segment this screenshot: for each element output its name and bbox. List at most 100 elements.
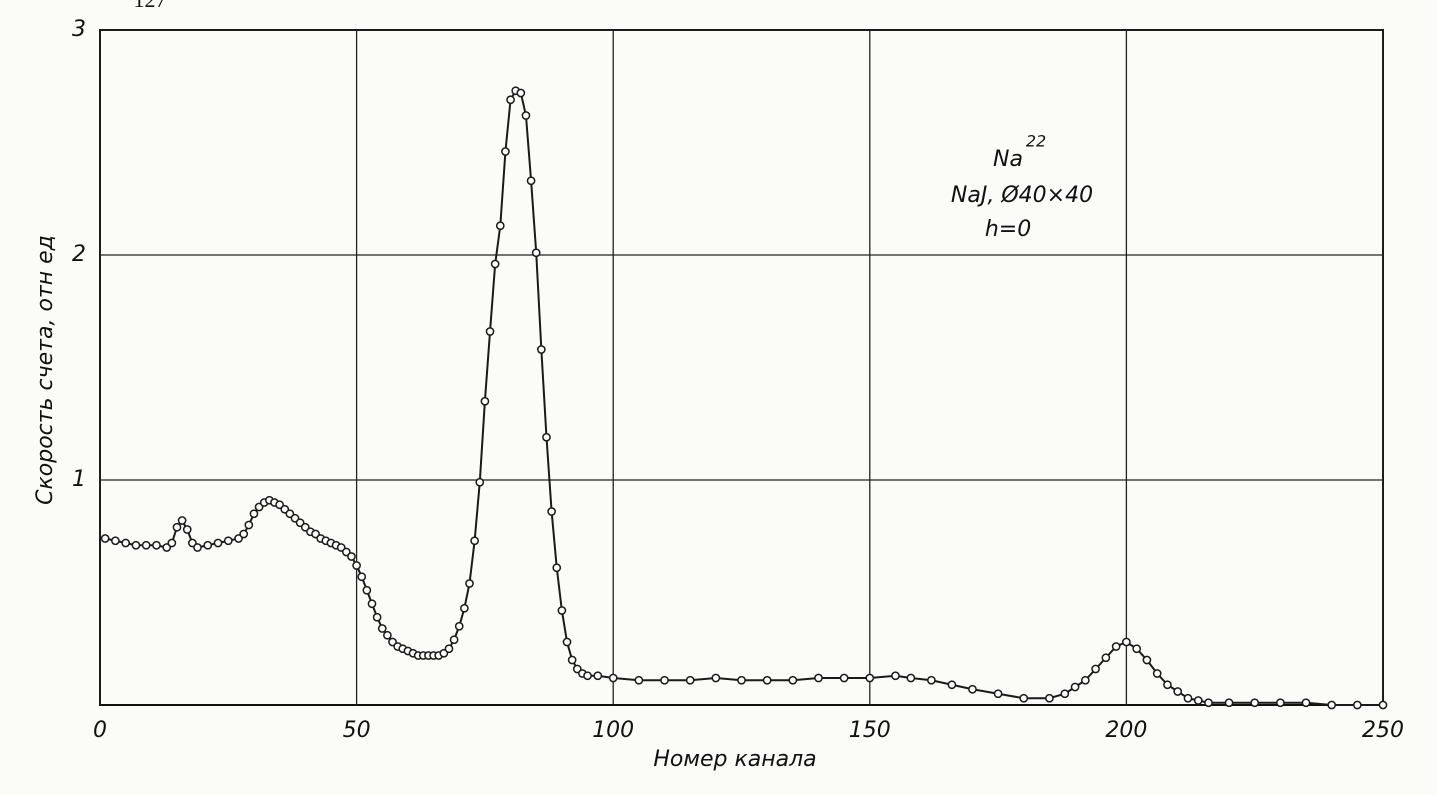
x-axis-label: Номер канала [653, 747, 816, 772]
data-point [111, 536, 120, 546]
x-tick-label: 200 [1105, 718, 1147, 743]
annotation: h=0 [985, 217, 1031, 242]
data-point [121, 538, 131, 548]
data-point [1152, 669, 1162, 678]
data-point [357, 572, 367, 582]
data-point [1070, 682, 1080, 692]
data-point [1204, 698, 1213, 708]
data-point [1378, 700, 1388, 710]
x-tick-label: 50 [343, 718, 371, 743]
y-tick-label: 3 [72, 17, 86, 42]
data-point [562, 637, 572, 647]
data-point [1193, 696, 1203, 705]
annotation: Na [993, 147, 1023, 172]
data-point [182, 525, 192, 534]
data-point [547, 507, 556, 516]
data-point [537, 345, 546, 354]
data-point [1045, 693, 1054, 703]
data-point [1142, 655, 1152, 665]
y-axis-label: Скорость счета, отн ед [33, 235, 58, 505]
data-point [203, 540, 213, 550]
data-point [1276, 698, 1285, 708]
data-point [213, 538, 223, 548]
data-point [542, 432, 551, 442]
data-point [460, 603, 469, 613]
data-point [567, 655, 577, 665]
data-point [634, 675, 644, 685]
data-point [383, 630, 392, 640]
data-point [490, 259, 500, 269]
data-point [865, 673, 875, 683]
data-point [839, 673, 849, 683]
data-point [454, 621, 464, 631]
data-point [788, 675, 798, 685]
data-point [372, 612, 382, 622]
x-tick-label: 250 [1362, 718, 1404, 743]
data-point [480, 396, 490, 406]
data-point [177, 516, 187, 525]
y-tick-label: 2 [72, 242, 86, 267]
x-tick-label: 100 [592, 718, 634, 743]
data-point [1224, 698, 1234, 708]
data-point [193, 543, 202, 552]
data-point [485, 327, 495, 336]
annotation: NaJ, Ø40×40 [951, 183, 1093, 208]
data-point [444, 644, 454, 654]
data-point [593, 671, 603, 681]
y-tick-label: 1 [72, 467, 86, 492]
data-point [711, 673, 721, 683]
data-point [249, 509, 259, 519]
data-point [1019, 693, 1029, 703]
data-point [557, 606, 567, 615]
data-point [1101, 653, 1111, 663]
data-point [968, 684, 977, 694]
data-line [104, 89, 1383, 706]
data-point [1352, 700, 1362, 710]
data-point [1250, 698, 1260, 708]
data-point [239, 529, 249, 539]
data-point [1122, 637, 1131, 647]
data-point [367, 599, 377, 609]
annotation-superscript: 22 [1026, 132, 1046, 151]
data-point [449, 635, 459, 645]
data-point [475, 477, 485, 487]
data-point [131, 540, 141, 550]
data-point [891, 671, 900, 681]
data-point [531, 248, 541, 258]
data-point [1163, 680, 1172, 690]
data-point [223, 536, 233, 546]
data-point [516, 88, 526, 98]
data-point [1111, 642, 1121, 651]
data-point [947, 680, 957, 690]
data-point [685, 675, 695, 685]
x-tick-label: 0 [93, 718, 107, 743]
data-point [352, 561, 361, 570]
data-point [1183, 693, 1193, 703]
data-point [737, 675, 746, 685]
data-point [377, 624, 387, 633]
data-point [1301, 698, 1311, 708]
data-point [1060, 689, 1070, 699]
data-point [347, 552, 356, 561]
data-point [552, 563, 562, 573]
data-point [927, 675, 936, 685]
data-point [526, 176, 536, 186]
data-point [495, 221, 505, 231]
data-point [814, 673, 823, 683]
data-point [660, 675, 669, 685]
data-point [152, 540, 161, 550]
data-point [167, 538, 177, 548]
data-point [521, 111, 531, 120]
data-point [244, 520, 254, 530]
data-point [1080, 675, 1090, 685]
data-point [1091, 664, 1100, 674]
data-point [583, 671, 592, 681]
data-point [470, 536, 479, 546]
data-point [506, 95, 515, 105]
data-point [100, 534, 110, 543]
data-point [141, 540, 151, 550]
data-point [1327, 700, 1337, 710]
data-point [172, 522, 182, 532]
data-point [501, 147, 510, 156]
